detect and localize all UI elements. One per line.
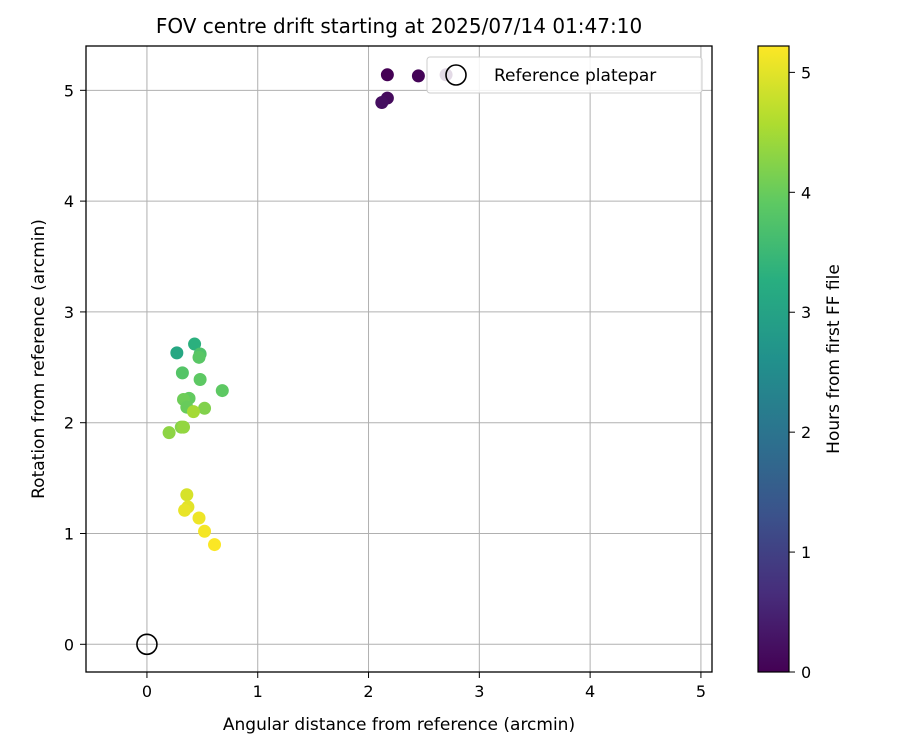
colorbar: 0 1 2 3 4 5 Hours from first FF file [757,45,844,682]
x-axis-label: Angular distance from reference (arcmin) [223,715,575,735]
scatter-point [177,420,191,434]
y-tick-label: 2 [64,414,74,433]
scatter-point [208,538,222,552]
scatter-point [186,405,200,419]
scatter-point [188,337,202,351]
colorbar-tick-label: 5 [801,63,811,82]
x-tick-label: 2 [363,682,373,701]
scatter-point [193,372,207,386]
scatter-point [192,511,206,525]
reference-platepar-marker [136,633,158,656]
scatter-point [380,68,394,82]
x-tick-label: 0 [142,682,152,701]
legend: Reference platepar [426,56,703,94]
scatter-point [198,401,212,415]
colorbar-label: Hours from first FF file [824,264,844,454]
y-axis-ticks: 0 1 2 3 4 5 [64,81,86,654]
scatter-point [178,503,192,517]
legend-marker-icon [445,64,467,86]
x-tick-label: 1 [253,682,263,701]
x-axis-ticks: 0 1 2 3 4 5 [142,672,706,701]
scatter-point [175,366,189,380]
plot-frame [85,45,713,673]
scatter-point [198,524,212,538]
x-tick-label: 4 [585,682,595,701]
scatter-point [162,426,176,440]
legend-box [426,56,703,94]
scatter-point [192,350,206,364]
colorbar-ticks: 0 1 2 3 4 5 [789,63,811,682]
legend-label: Reference platepar [494,66,656,86]
data-points [162,68,453,552]
y-tick-label: 0 [64,635,74,654]
y-tick-label: 3 [64,303,74,322]
scatter-point [215,384,229,398]
colorbar-frame [757,45,790,673]
chart-title: FOV centre drift starting at 2025/07/14 … [156,14,642,38]
scatter-point [375,96,389,110]
colorbar-tick-label: 2 [801,423,811,442]
x-tick-label: 3 [474,682,484,701]
y-axis-label: Rotation from reference (arcmin) [29,219,49,499]
y-tick-label: 4 [64,192,74,211]
grid-lines [86,46,712,672]
colorbar-tick-label: 3 [801,303,811,322]
scatter-point [411,69,425,83]
colorbar-tick-label: 1 [801,543,811,562]
scatter-point [180,488,194,502]
y-tick-label: 5 [64,81,74,100]
colorbar-gradient [758,46,789,672]
x-tick-label: 5 [696,682,706,701]
y-tick-label: 1 [64,525,74,544]
colorbar-tick-label: 0 [801,663,811,682]
scatter-point [170,346,184,360]
colorbar-tick-label: 4 [801,183,811,202]
